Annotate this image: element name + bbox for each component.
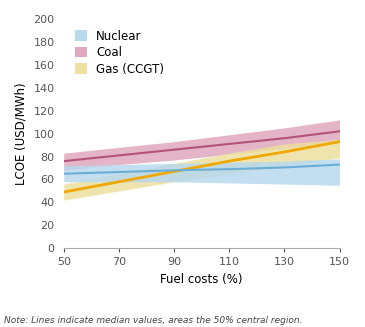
Legend: Nuclear, Coal, Gas (CCGT): Nuclear, Coal, Gas (CCGT)	[72, 27, 166, 78]
X-axis label: Fuel costs (%): Fuel costs (%)	[160, 273, 243, 286]
Y-axis label: LCOE (USD/MWh): LCOE (USD/MWh)	[15, 82, 28, 185]
Text: Note: Lines indicate median values, areas the 50% central region.: Note: Lines indicate median values, area…	[4, 316, 302, 325]
